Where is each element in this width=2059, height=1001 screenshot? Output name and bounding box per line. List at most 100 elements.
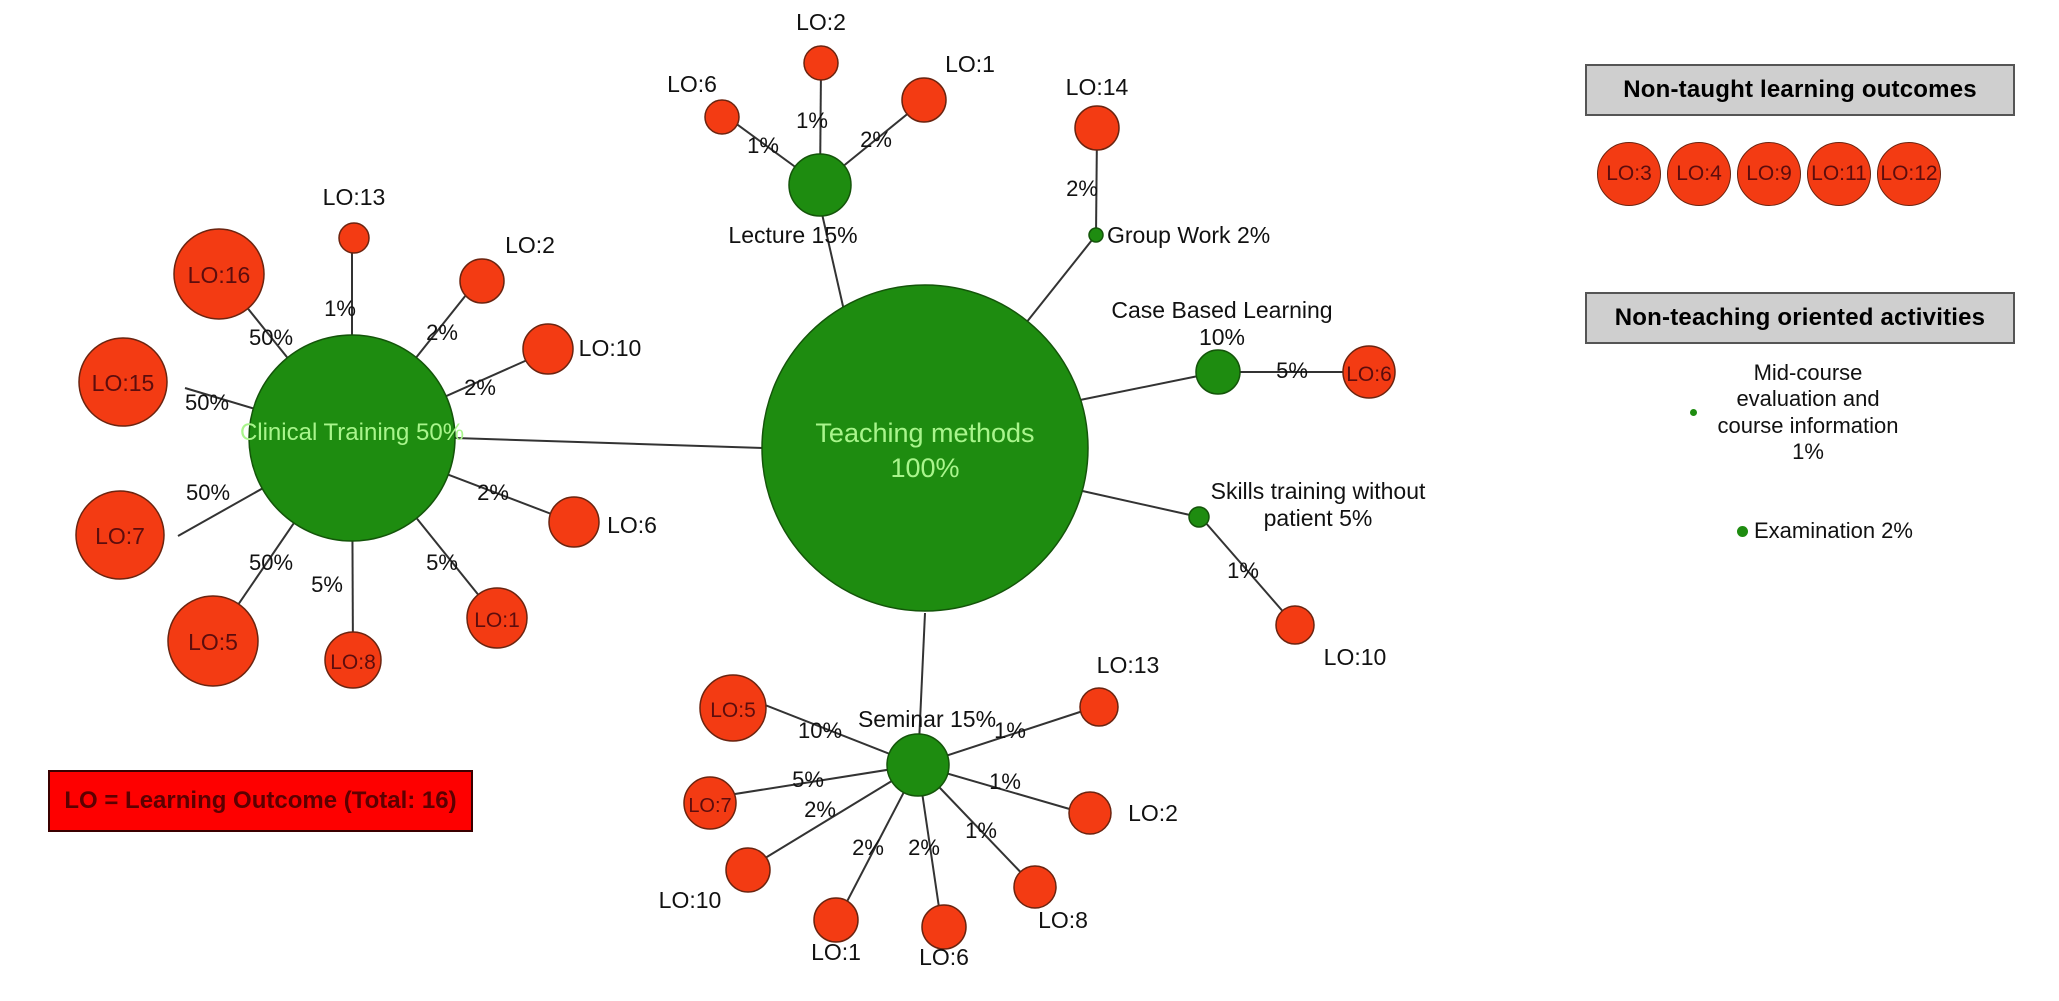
lo-chip[interactable]: LO:11 <box>1807 142 1871 206</box>
edge-weight-label: 50% <box>249 550 293 575</box>
leaf-lecture-lo2[interactable]: LO:2 1% <box>796 9 846 133</box>
lo-node-circle[interactable] <box>1079 687 1119 727</box>
edge-weight-label: 5% <box>426 550 458 575</box>
leaf-clinical-lo8[interactable]: LO:8 5% <box>311 572 382 689</box>
midcourse-line1: Mid-course <box>1753 360 1863 385</box>
teaching-methods-circle[interactable] <box>761 284 1089 612</box>
edge-seminar-lo10 <box>751 764 919 867</box>
lo-node-circle[interactable] <box>725 847 771 893</box>
lo-chip-label: LO:3 <box>1606 162 1652 185</box>
lo-node-label: LO:10 <box>579 335 642 361</box>
leaf-seminar-lo5[interactable]: LO:5 10% <box>699 674 842 743</box>
lecture-circle[interactable] <box>788 153 852 217</box>
leaf-clinical-lo10[interactable]: LO:10 2% <box>464 323 642 400</box>
lo-chip[interactable]: LO:3 <box>1597 142 1661 206</box>
lo-node-circle[interactable] <box>78 337 168 427</box>
lo-key-label: LO = Learning Outcome (Total: 16) <box>64 787 457 814</box>
lo-node-circle[interactable] <box>901 77 947 123</box>
leaf-clinical-lo1[interactable]: LO:1 5% <box>426 550 528 649</box>
case-based-learning-pct: 10% <box>1199 324 1245 350</box>
lo-node-label: LO:8 <box>1038 907 1088 933</box>
lo-node-label: LO:2 <box>1128 800 1178 826</box>
lo-node-circle[interactable] <box>459 258 505 304</box>
lo-node-circle[interactable] <box>173 228 265 320</box>
lo-node-circle[interactable] <box>522 323 574 375</box>
midcourse-line3: course information <box>1717 412 1899 438</box>
lo-node-circle[interactable] <box>1074 105 1120 151</box>
lo-node-label: LO:2 <box>796 9 846 35</box>
lo-node-circle[interactable] <box>1342 345 1396 399</box>
edge-seminar-lo7 <box>715 764 919 798</box>
edge-weight-label: 5% <box>792 767 824 792</box>
lo-chip-label: LO:9 <box>1746 162 1792 185</box>
leaf-clinical-lo15[interactable]: LO:15 50% <box>78 337 229 427</box>
lo-node-circle[interactable] <box>699 674 767 742</box>
seminar-circle[interactable] <box>886 733 950 797</box>
lo-node-circle[interactable] <box>1275 605 1315 645</box>
leaf-seminar-lo13[interactable]: LO:13 1% <box>994 652 1159 743</box>
legend-non-taught-chips: LO:3 LO:4 LO:9 LO:11 LO:12 <box>1597 142 1941 206</box>
leaf-seminar-lo1[interactable]: LO:1 2% <box>811 835 884 965</box>
lo-node-circle[interactable] <box>1013 865 1057 909</box>
leaf-clinical-lo13[interactable]: LO:13 1% <box>323 184 386 321</box>
lo-node-circle[interactable] <box>548 496 600 548</box>
leaf-clinical-lo5[interactable]: LO:5 50% <box>167 550 293 687</box>
teaching-methods-label: Teaching methods <box>815 418 1034 448</box>
node-seminar[interactable]: Seminar 15% <box>858 706 996 797</box>
leaf-clinical-lo7[interactable]: LO:7 50% <box>75 480 230 580</box>
leaf-lecture-lo6[interactable]: LO:6 1% <box>667 71 779 158</box>
node-skills-training[interactable]: Skills training without patient 5% <box>1188 478 1426 531</box>
node-clinical-training[interactable]: Clinical Training 50% <box>240 334 464 542</box>
clinical-training-circle[interactable] <box>248 334 456 542</box>
case-based-learning-circle[interactable] <box>1195 349 1241 395</box>
lo-node-circle[interactable] <box>466 587 528 649</box>
lo-node-label: LO:2 <box>505 232 555 258</box>
node-lecture[interactable]: Lecture 15% <box>728 153 858 248</box>
lo-node-label: LO:10 <box>1324 644 1387 670</box>
node-case-based-learning[interactable]: Case Based Learning 10% <box>1111 297 1333 395</box>
case-based-learning-label: Case Based Learning <box>1111 297 1332 323</box>
lo-node-label: LO:1 <box>811 939 861 965</box>
lo-node-circle[interactable] <box>921 904 967 950</box>
lo-node-circle[interactable] <box>683 776 737 830</box>
edge-weight-label: 2% <box>804 797 836 822</box>
lo-node-label: LO:8 <box>330 651 376 674</box>
lo-chip[interactable]: LO:9 <box>1737 142 1801 206</box>
edge-teaching-casebased <box>1079 371 1219 401</box>
leaf-seminar-lo7[interactable]: LO:7 5% <box>683 767 824 830</box>
lo-node-circle[interactable] <box>803 45 839 81</box>
leaf-clinical-lo6[interactable]: LO:6 2% <box>477 480 657 548</box>
lo-node-label: LO:14 <box>1066 74 1129 100</box>
node-group-work[interactable]: Group Work 2% <box>1088 222 1270 248</box>
leaf-clinical-lo2[interactable]: LO:2 2% <box>426 232 555 345</box>
node-teaching-methods[interactable]: Teaching methods 100% <box>761 284 1089 612</box>
leaf-clinical-lo16[interactable]: LO:16 50% <box>173 228 293 350</box>
lo-chip[interactable]: LO:12 <box>1877 142 1941 206</box>
edge-weight-label: 2% <box>908 835 940 860</box>
lo-node-circle[interactable] <box>324 631 382 689</box>
green-dot-icon <box>1737 525 1748 537</box>
lo-node-circle[interactable] <box>167 595 259 687</box>
lo-node-circle[interactable] <box>75 490 165 580</box>
edge-weight-label: 5% <box>1276 358 1308 383</box>
edge-teaching-clinical <box>454 437 764 449</box>
lo-node-label: LO:10 <box>659 887 722 913</box>
lo-chip[interactable]: LO:4 <box>1667 142 1731 206</box>
lo-node-label: LO:7 <box>688 795 731 817</box>
leaf-skills-lo10[interactable]: LO:10 1% <box>1227 558 1386 670</box>
leaf-seminar-lo8[interactable]: LO:8 1% <box>965 818 1088 933</box>
leaf-seminar-lo2[interactable]: LO:2 1% <box>989 769 1178 835</box>
lo-node-circle[interactable] <box>813 897 859 943</box>
lo-node-circle[interactable] <box>338 222 370 254</box>
leaf-seminar-lo6[interactable]: LO:6 2% <box>908 835 969 970</box>
edge-weight-label: 2% <box>1066 176 1098 201</box>
group-work-circle[interactable] <box>1088 227 1104 243</box>
leaf-seminar-lo10[interactable]: LO:10 2% <box>659 797 836 913</box>
skills-training-circle[interactable] <box>1188 506 1210 528</box>
leaf-groupwork-lo14[interactable]: LO:14 2% <box>1066 74 1129 201</box>
lo-node-circle[interactable] <box>1068 791 1112 835</box>
edge-weight-label: 2% <box>852 835 884 860</box>
lo-node-circle[interactable] <box>704 99 740 135</box>
leaf-lecture-lo1[interactable]: LO:1 2% <box>860 51 995 152</box>
leaf-casebased-lo6[interactable]: LO:6 5% <box>1276 345 1396 399</box>
